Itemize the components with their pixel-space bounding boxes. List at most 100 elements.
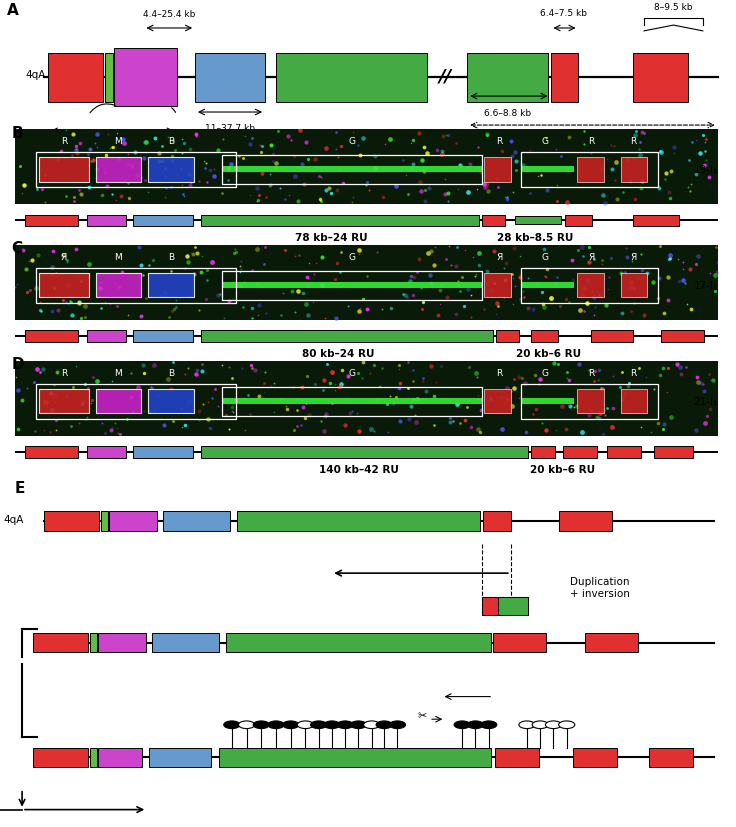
- Bar: [222, 271, 482, 300]
- Text: G: G: [349, 252, 355, 261]
- Bar: [222, 387, 482, 416]
- Bar: [36, 269, 236, 304]
- Bar: [39, 274, 88, 298]
- Bar: [577, 390, 604, 414]
- Bar: [654, 447, 693, 458]
- Text: Duplication
+ inversion: Duplication + inversion: [570, 576, 630, 598]
- Bar: [620, 158, 648, 182]
- Bar: [39, 390, 88, 414]
- Text: 19-I₁: 19-I₁: [693, 165, 718, 175]
- Bar: [521, 283, 573, 289]
- Bar: [226, 633, 491, 653]
- Bar: [15, 130, 718, 204]
- Text: 6.4–7.5 kb: 6.4–7.5 kb: [540, 8, 587, 17]
- Text: //: //: [439, 68, 452, 86]
- Bar: [132, 331, 193, 342]
- Bar: [482, 598, 498, 615]
- Bar: [607, 447, 641, 458]
- Circle shape: [268, 721, 284, 729]
- Text: 4qA: 4qA: [26, 70, 46, 80]
- Bar: [498, 598, 528, 615]
- Bar: [109, 512, 157, 531]
- Text: G: G: [542, 136, 549, 146]
- Bar: [573, 748, 617, 767]
- Bar: [48, 54, 103, 103]
- Text: 20 kb–6 RU: 20 kb–6 RU: [517, 349, 581, 359]
- Bar: [219, 748, 491, 767]
- Bar: [98, 748, 142, 767]
- Bar: [493, 633, 546, 653]
- Text: 6.6–8.8 kb: 6.6–8.8 kb: [484, 108, 531, 117]
- Circle shape: [253, 721, 269, 729]
- Bar: [531, 447, 554, 458]
- Bar: [467, 54, 548, 103]
- Bar: [662, 331, 704, 342]
- Bar: [521, 269, 658, 304]
- Bar: [484, 274, 511, 298]
- Circle shape: [350, 721, 367, 729]
- Bar: [482, 215, 506, 227]
- Text: M: M: [115, 252, 122, 261]
- Bar: [87, 331, 126, 342]
- Circle shape: [283, 721, 299, 729]
- Bar: [620, 390, 648, 414]
- Text: G: G: [542, 368, 549, 377]
- Bar: [25, 447, 78, 458]
- Text: R: R: [630, 368, 637, 377]
- Bar: [521, 399, 573, 404]
- Bar: [577, 274, 604, 298]
- Text: B: B: [168, 368, 174, 377]
- Text: Я: Я: [497, 252, 503, 261]
- Text: R: R: [588, 136, 594, 146]
- Text: G: G: [542, 252, 549, 261]
- Bar: [44, 512, 99, 531]
- Bar: [484, 158, 511, 182]
- Bar: [195, 54, 265, 103]
- Bar: [163, 512, 230, 531]
- Text: Я: Я: [61, 252, 67, 261]
- Bar: [620, 274, 648, 298]
- Circle shape: [337, 721, 353, 729]
- Bar: [96, 274, 141, 298]
- Text: M: M: [115, 136, 122, 146]
- Circle shape: [224, 721, 240, 729]
- Bar: [33, 633, 88, 653]
- Circle shape: [454, 721, 470, 729]
- Bar: [222, 399, 482, 404]
- Text: 20 kb–6 RU: 20 kb–6 RU: [531, 465, 595, 475]
- Bar: [633, 215, 679, 227]
- Bar: [484, 390, 511, 414]
- Text: R: R: [588, 368, 594, 377]
- Bar: [33, 748, 88, 767]
- Bar: [36, 385, 236, 419]
- Circle shape: [324, 721, 340, 729]
- Text: 140 kb–42 RU: 140 kb–42 RU: [319, 465, 399, 475]
- Circle shape: [364, 721, 380, 729]
- Bar: [105, 54, 113, 103]
- Bar: [90, 633, 97, 653]
- Text: G: G: [349, 136, 355, 146]
- Bar: [98, 633, 146, 653]
- Circle shape: [545, 721, 562, 729]
- Text: 11–37.7 kb: 11–37.7 kb: [205, 124, 255, 133]
- Bar: [96, 158, 141, 182]
- Text: B: B: [11, 126, 23, 141]
- Bar: [222, 155, 482, 184]
- Text: 28 kb–8.5 RU: 28 kb–8.5 RU: [497, 233, 573, 243]
- Circle shape: [311, 721, 327, 729]
- Text: R: R: [61, 136, 67, 146]
- Bar: [25, 331, 78, 342]
- Text: Я: Я: [588, 252, 594, 261]
- Text: M: M: [115, 368, 122, 377]
- Text: 22.5–24.3 kb: 22.5–24.3 kb: [564, 137, 621, 146]
- Text: 4qA: 4qA: [4, 514, 24, 524]
- Bar: [132, 215, 193, 227]
- Bar: [87, 447, 126, 458]
- Bar: [531, 331, 558, 342]
- Bar: [222, 167, 482, 173]
- Text: C: C: [11, 241, 22, 256]
- Bar: [521, 153, 658, 188]
- Bar: [152, 633, 219, 653]
- Bar: [25, 215, 78, 227]
- Bar: [148, 158, 194, 182]
